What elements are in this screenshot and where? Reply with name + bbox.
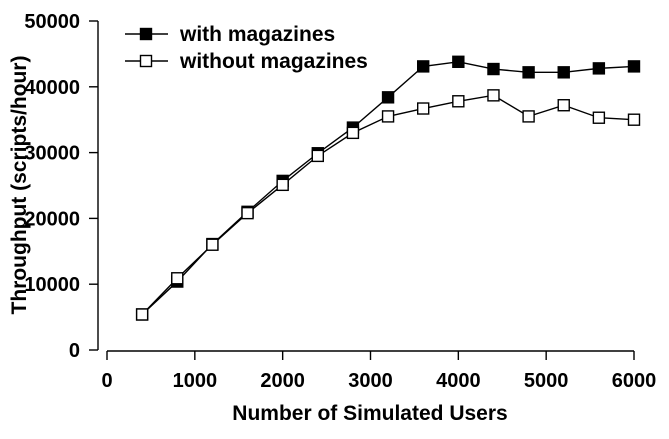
x-tick-label: 4000 <box>436 370 481 392</box>
data-point-marker <box>592 62 606 75</box>
data-point-marker <box>522 66 535 79</box>
x-tick-label: 2000 <box>260 370 305 392</box>
legend-label: without magazines <box>179 50 368 73</box>
data-point-marker <box>135 308 149 321</box>
axes: 0 1000 2000 3000 4000 5000 6000 0 10000 20000 3000… <box>24 11 656 392</box>
data-point-marker <box>171 272 184 285</box>
data-point-marker <box>627 113 641 126</box>
y-axis-title: Throughput (scripts/hour) <box>8 56 31 315</box>
series-without-magazines <box>135 89 641 321</box>
data-point-marker <box>206 238 219 251</box>
series-with-magazines <box>135 55 641 321</box>
data-point-marker <box>417 60 430 73</box>
x-axis-title: Number of Simulated Users <box>232 402 507 425</box>
data-point-marker <box>557 66 570 79</box>
y-tick-label: 20000 <box>24 208 80 230</box>
series-layer <box>135 55 641 321</box>
data-point-marker <box>522 110 535 123</box>
legend: with magazines without magazines <box>125 23 368 73</box>
legend-marker <box>139 27 153 41</box>
legend-label: with magazines <box>179 23 335 46</box>
y-tick-label: 30000 <box>24 143 80 165</box>
data-point-marker <box>452 55 465 68</box>
x-tick-label: 1000 <box>173 370 218 392</box>
data-point-marker <box>417 102 430 115</box>
data-point-marker <box>241 206 254 220</box>
x-tick-label: 3000 <box>348 370 393 392</box>
y-tick-label: 40000 <box>24 77 80 99</box>
x-tick-label: 0 <box>101 370 112 392</box>
data-point-marker <box>592 111 606 124</box>
y-tick-label: 0 <box>69 340 80 362</box>
data-point-marker <box>487 89 500 102</box>
data-point-marker <box>311 149 324 163</box>
legend-item: with magazines <box>125 23 335 46</box>
legend-item: without magazines <box>125 50 368 73</box>
legend-marker <box>139 54 153 68</box>
data-point-marker <box>381 91 395 104</box>
series-line <box>141 94 635 315</box>
y-tick-label: 50000 <box>24 11 80 33</box>
data-point-marker <box>452 95 465 108</box>
data-point-marker <box>557 99 570 112</box>
data-point-marker <box>627 60 641 73</box>
x-tick-label: 5000 <box>524 370 569 392</box>
data-point-marker <box>487 62 500 76</box>
y-tick-label: 10000 <box>24 274 80 296</box>
data-point-marker <box>276 178 289 192</box>
data-point-marker <box>346 126 360 140</box>
data-point-marker <box>381 110 395 123</box>
x-tick-label: 6000 <box>612 370 657 392</box>
